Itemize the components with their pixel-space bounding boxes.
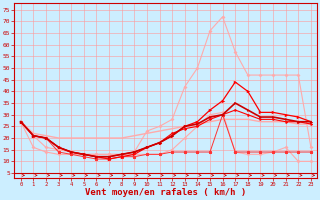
X-axis label: Vent moyen/en rafales ( km/h ): Vent moyen/en rafales ( km/h ): [85, 188, 246, 197]
